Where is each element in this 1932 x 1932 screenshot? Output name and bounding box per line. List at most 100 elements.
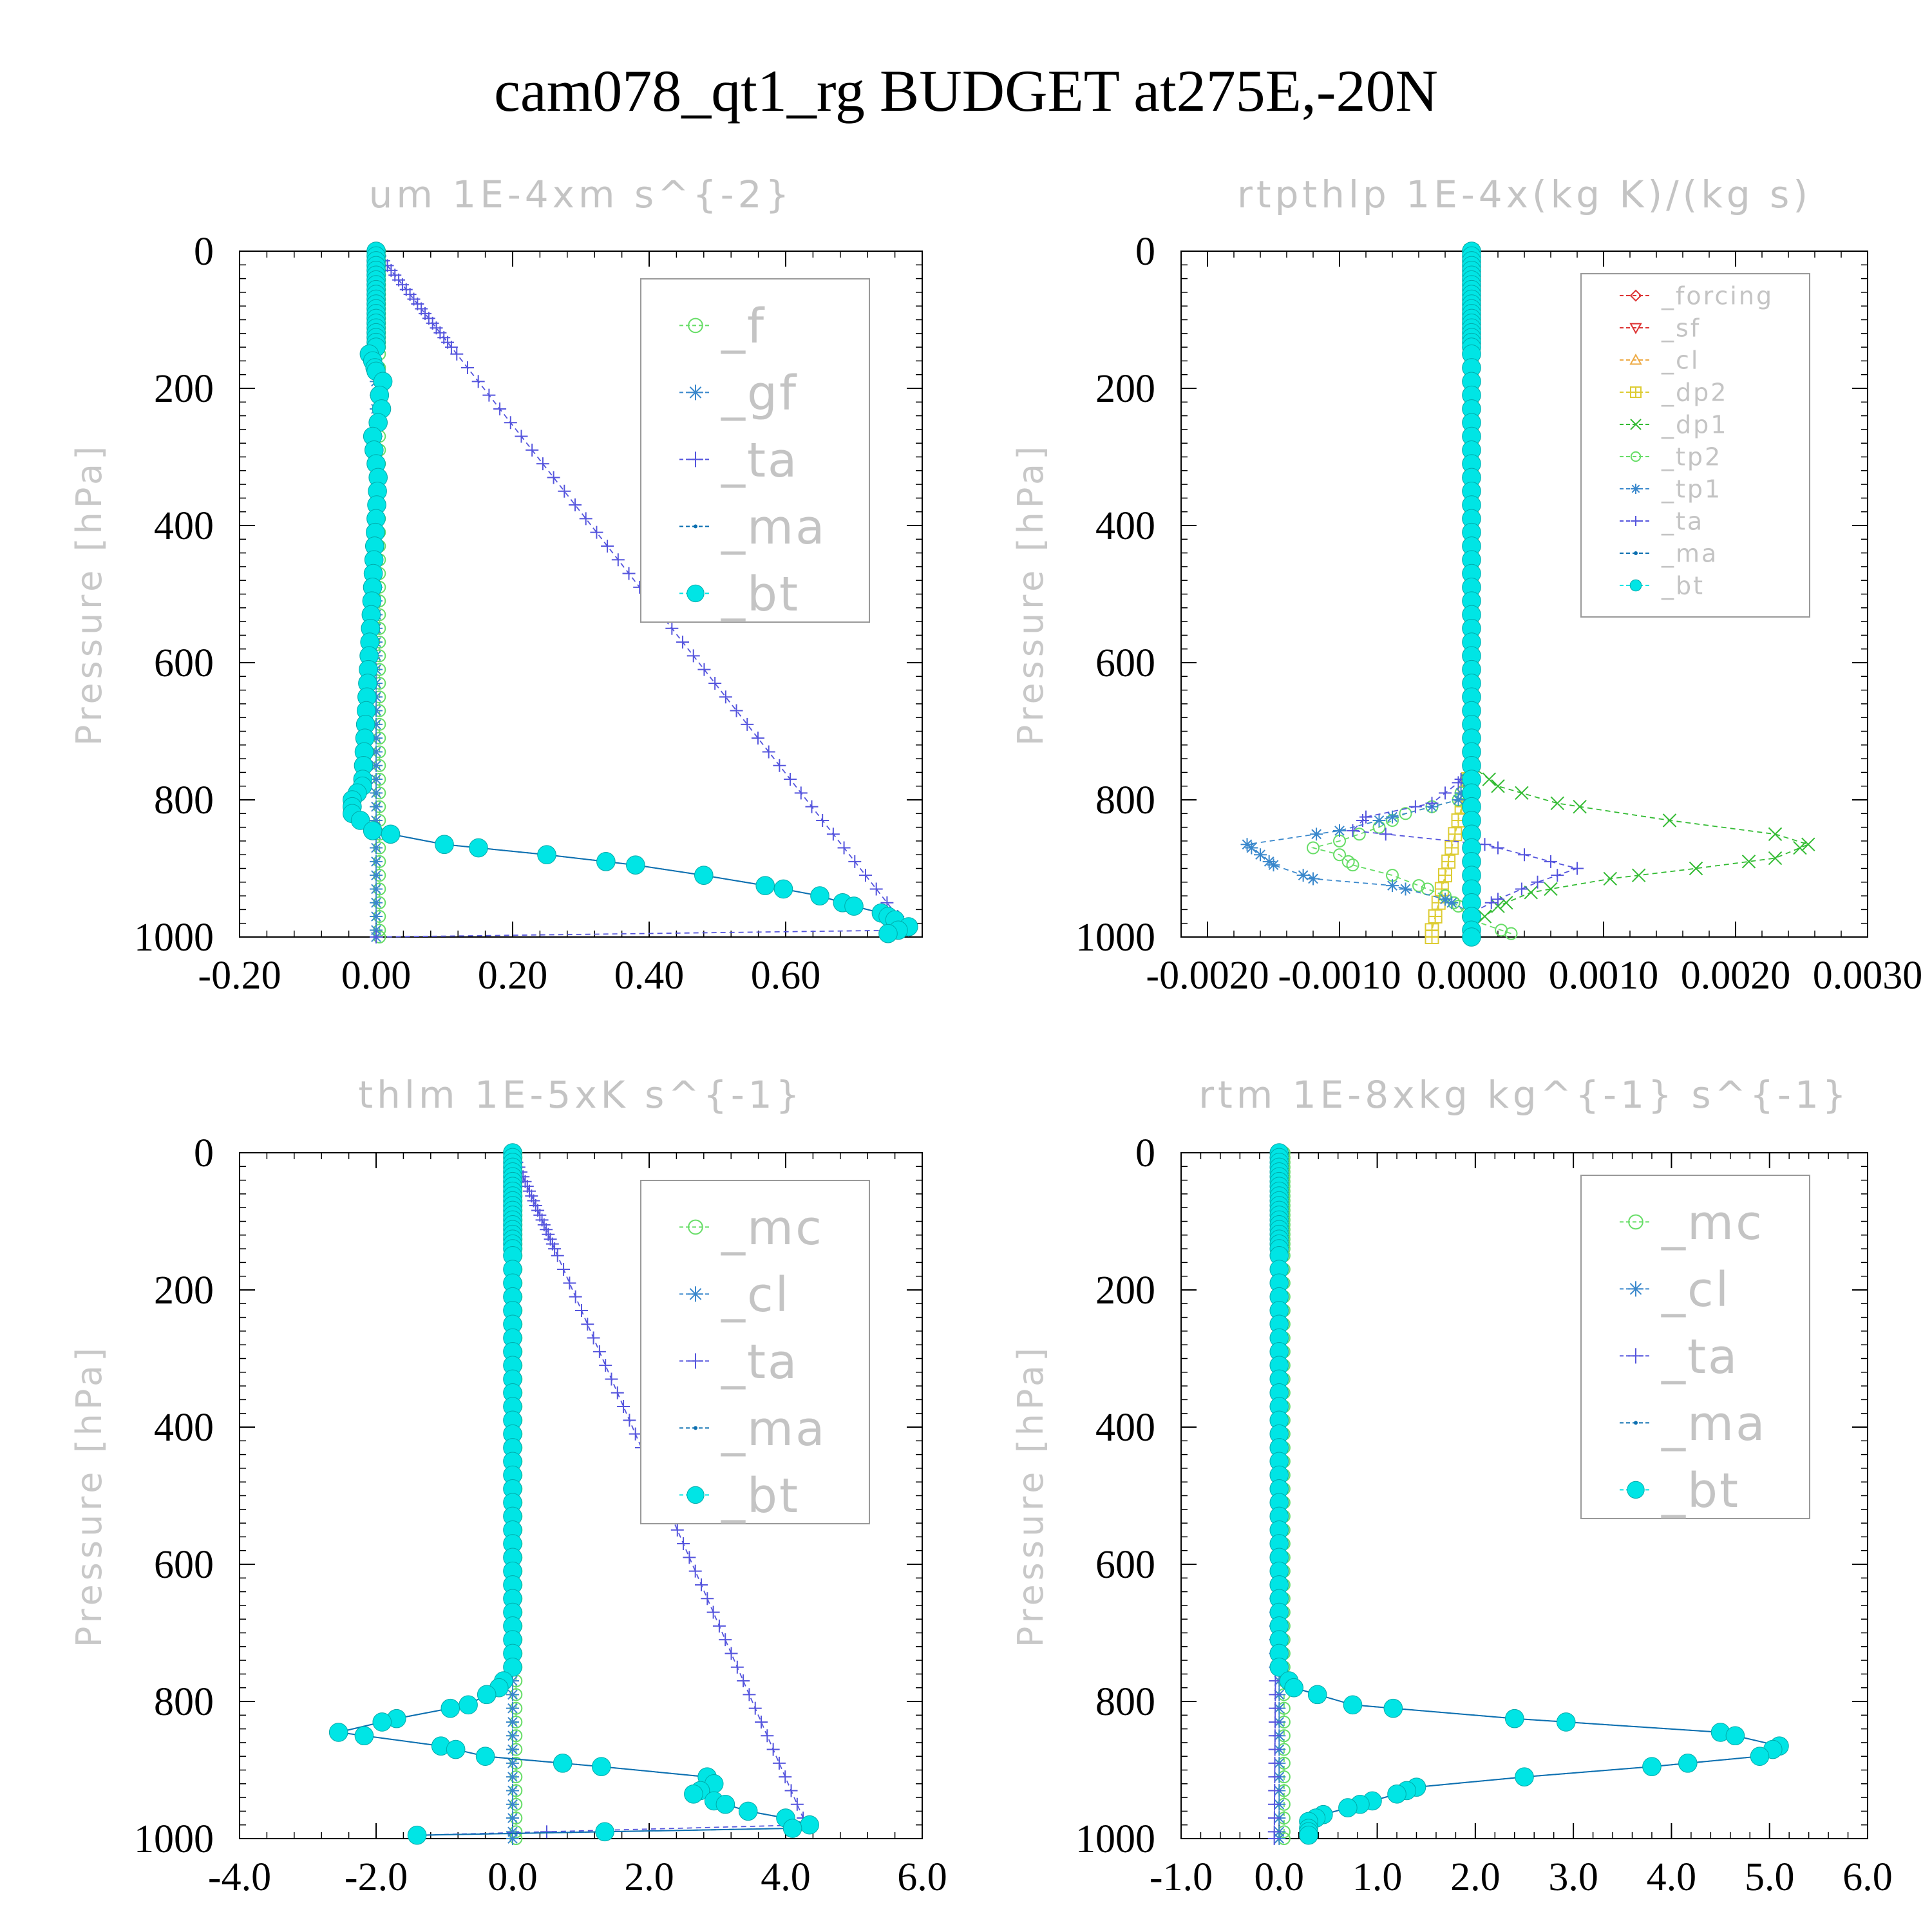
legend-marker (687, 584, 705, 603)
data-point (738, 1801, 758, 1821)
series_bt (343, 242, 918, 943)
data-point (1504, 927, 1518, 940)
series_tp2 (1307, 245, 1518, 940)
data-point (837, 841, 851, 855)
data-point (1551, 869, 1564, 882)
data-point (1254, 848, 1267, 862)
y-tick-label: 1000 (1075, 916, 1155, 960)
data-point (1346, 858, 1359, 872)
y-tick-label: 400 (154, 1406, 214, 1450)
data-point (506, 1784, 519, 1797)
data-point (370, 869, 383, 882)
x-tick-label: -0.20 (198, 954, 281, 998)
data-point (1741, 855, 1756, 869)
legend-marker (694, 524, 697, 529)
data-point (370, 896, 383, 909)
data-point (617, 1400, 630, 1414)
panel-title: rtm 1E-8xkg kg^{-1} s^{-1} (1198, 1073, 1850, 1117)
data-point (1269, 1701, 1282, 1715)
data-point (688, 1564, 702, 1578)
data-point (748, 1701, 762, 1715)
legend-marker (1634, 551, 1638, 555)
data-point (719, 1633, 732, 1647)
series_bt (1462, 242, 1481, 947)
data-point (370, 759, 383, 772)
data-point (743, 1688, 756, 1701)
data-point (755, 876, 775, 895)
data-point (1386, 810, 1399, 824)
y-tick-label: 400 (154, 504, 214, 548)
data-point (805, 800, 819, 813)
data-point (694, 866, 714, 885)
data-point (1544, 882, 1558, 896)
data-point (1431, 895, 1446, 910)
data-point (677, 1537, 690, 1551)
data-point (482, 388, 496, 402)
data-point (1284, 1678, 1303, 1698)
x-tick-label: 0.00 (341, 954, 412, 998)
data-point (844, 896, 864, 916)
data-point (1518, 848, 1531, 862)
data-point (1477, 909, 1492, 923)
data-point (779, 1770, 792, 1784)
data-point (363, 821, 383, 840)
legend-marker (1629, 289, 1642, 302)
data-point (370, 855, 383, 868)
y-tick-label: 0 (1135, 1132, 1155, 1175)
data-point (506, 1812, 519, 1825)
legend-marker (688, 317, 703, 334)
data-point (826, 828, 840, 841)
data-point (446, 1739, 466, 1759)
y-tick-label: 0 (194, 230, 214, 274)
data-point (370, 923, 383, 937)
panel-title: um 1E-4xm s^{-2} (369, 173, 793, 216)
data-point (370, 732, 383, 745)
legend-marker (1634, 1421, 1638, 1425)
y-tick-label: 200 (154, 1269, 214, 1312)
data-point (370, 931, 383, 943)
series_tp1 (1240, 245, 1478, 937)
series-group (328, 1143, 819, 1845)
data-point (1439, 893, 1452, 906)
data-point (1268, 1715, 1282, 1728)
data-point (1801, 837, 1815, 851)
legend-marker (1631, 484, 1641, 494)
data-point (370, 882, 383, 896)
legend-marker (688, 384, 703, 401)
data-point (737, 1674, 750, 1688)
legend-box (640, 1180, 870, 1524)
data-point (563, 1276, 576, 1290)
data-point (1482, 772, 1497, 786)
panel-title: thlm 1E-5xK s^{-1} (358, 1073, 803, 1117)
data-point (506, 1832, 519, 1845)
legend-marker (688, 1353, 703, 1369)
data-point (1452, 776, 1465, 790)
data-point (370, 773, 383, 786)
data-point (471, 375, 485, 388)
data-point (350, 811, 370, 830)
data-point (1678, 1754, 1698, 1773)
data-point (1531, 875, 1544, 889)
data-point (730, 704, 743, 717)
data-point (1343, 1695, 1363, 1715)
data-point (810, 886, 829, 905)
data-point (1267, 1832, 1281, 1845)
data-point (551, 1249, 564, 1262)
legend-entry: _ma (1661, 1396, 1766, 1452)
data-point (370, 841, 383, 855)
data-point (719, 690, 732, 704)
legend: _mc _cl _ta _ma _bt (1580, 1175, 1810, 1519)
data-point (595, 1822, 614, 1842)
data-point (370, 910, 383, 923)
data-point (1448, 827, 1463, 842)
data-point (1515, 1767, 1534, 1786)
data-point (1372, 813, 1386, 827)
data-point (1515, 882, 1528, 896)
data-point (587, 1331, 600, 1345)
legend: _mc _cl _ta _ma _bt (640, 1180, 870, 1524)
x-tick-label: 0.0030 (1813, 954, 1923, 998)
series-line (1471, 251, 1810, 927)
x-tick-label: 6.0 (897, 1855, 947, 1899)
data-point (506, 1715, 519, 1728)
data-point (1750, 1747, 1770, 1766)
